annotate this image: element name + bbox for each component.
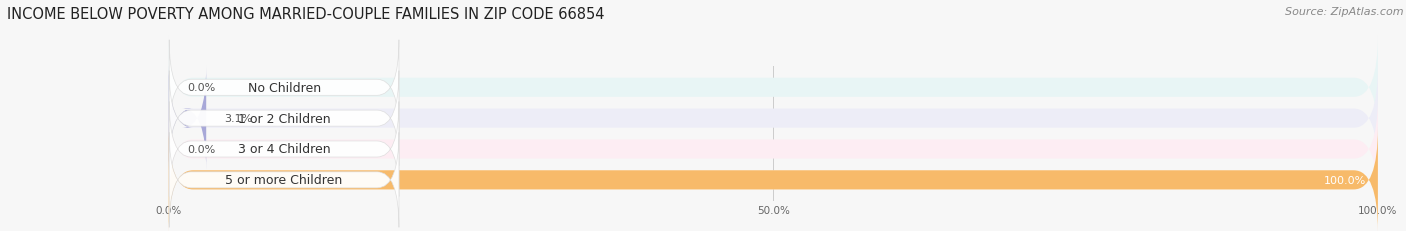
Text: 3.1%: 3.1%: [225, 114, 253, 124]
FancyBboxPatch shape: [169, 97, 1378, 201]
FancyBboxPatch shape: [169, 128, 1378, 231]
FancyBboxPatch shape: [169, 71, 399, 166]
Text: 0.0%: 0.0%: [187, 83, 215, 93]
Text: No Children: No Children: [247, 81, 321, 94]
Text: 1 or 2 Children: 1 or 2 Children: [238, 112, 330, 125]
FancyBboxPatch shape: [169, 67, 1378, 170]
FancyBboxPatch shape: [169, 36, 1378, 140]
FancyBboxPatch shape: [169, 41, 399, 135]
Text: 100.0%: 100.0%: [1323, 175, 1365, 185]
FancyBboxPatch shape: [169, 128, 1378, 231]
Text: 3 or 4 Children: 3 or 4 Children: [238, 143, 330, 156]
Text: 0.0%: 0.0%: [187, 144, 215, 154]
FancyBboxPatch shape: [169, 133, 399, 227]
Text: 5 or more Children: 5 or more Children: [225, 174, 343, 187]
FancyBboxPatch shape: [169, 102, 399, 197]
Text: INCOME BELOW POVERTY AMONG MARRIED-COUPLE FAMILIES IN ZIP CODE 66854: INCOME BELOW POVERTY AMONG MARRIED-COUPL…: [7, 7, 605, 22]
Text: Source: ZipAtlas.com: Source: ZipAtlas.com: [1285, 7, 1403, 17]
FancyBboxPatch shape: [169, 67, 207, 170]
